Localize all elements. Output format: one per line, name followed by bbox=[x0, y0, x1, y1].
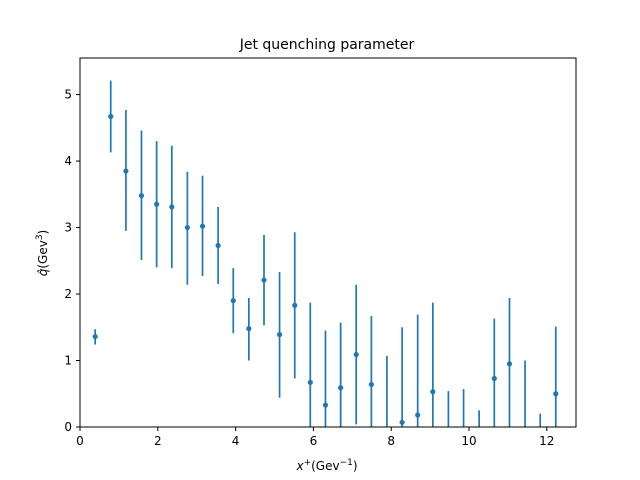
x-tick-label: 2 bbox=[154, 434, 162, 448]
data-point bbox=[338, 385, 344, 391]
data-point bbox=[138, 193, 145, 199]
x-tick-label: 4 bbox=[232, 434, 240, 448]
data-point bbox=[169, 204, 175, 210]
data-point bbox=[307, 379, 313, 386]
axes-frame bbox=[79, 57, 577, 428]
x-axis-label: x+(Gev−1) bbox=[295, 458, 357, 473]
x-tick-label: 10 bbox=[461, 434, 476, 448]
x-tick-label: 8 bbox=[387, 434, 395, 448]
data-point bbox=[491, 375, 497, 382]
y-tick-label: 0 bbox=[64, 420, 72, 434]
y-tick-label: 5 bbox=[64, 88, 72, 102]
data-point bbox=[215, 242, 221, 249]
data-point bbox=[322, 402, 329, 408]
data-point bbox=[92, 333, 98, 340]
x-tick-label: 6 bbox=[310, 434, 318, 448]
y-tick-label: 3 bbox=[64, 221, 72, 235]
data-point bbox=[184, 224, 190, 231]
y-axis-label: q̂(Gev3) bbox=[35, 230, 50, 277]
data-point bbox=[276, 331, 283, 338]
data-point bbox=[199, 223, 206, 229]
y-tick-label: 4 bbox=[64, 154, 72, 168]
data-point bbox=[230, 298, 236, 304]
y-tick-label: 2 bbox=[64, 287, 72, 301]
data-point bbox=[553, 391, 559, 397]
data-point bbox=[123, 168, 129, 174]
data-point bbox=[399, 419, 405, 425]
data-point bbox=[368, 381, 374, 388]
data-point bbox=[154, 201, 160, 207]
data-point bbox=[292, 302, 298, 308]
data-point bbox=[108, 113, 114, 120]
x-tick-label: 12 bbox=[539, 434, 554, 448]
data-point bbox=[246, 326, 252, 332]
x-tick-label: 0 bbox=[76, 434, 84, 448]
data-point bbox=[506, 361, 513, 367]
data-point bbox=[353, 351, 359, 358]
data-point bbox=[415, 412, 421, 418]
chart-title: Jet quenching parameter bbox=[239, 37, 415, 53]
data-point bbox=[430, 389, 436, 395]
data-point bbox=[261, 277, 267, 283]
y-tick-label: 1 bbox=[64, 354, 72, 368]
